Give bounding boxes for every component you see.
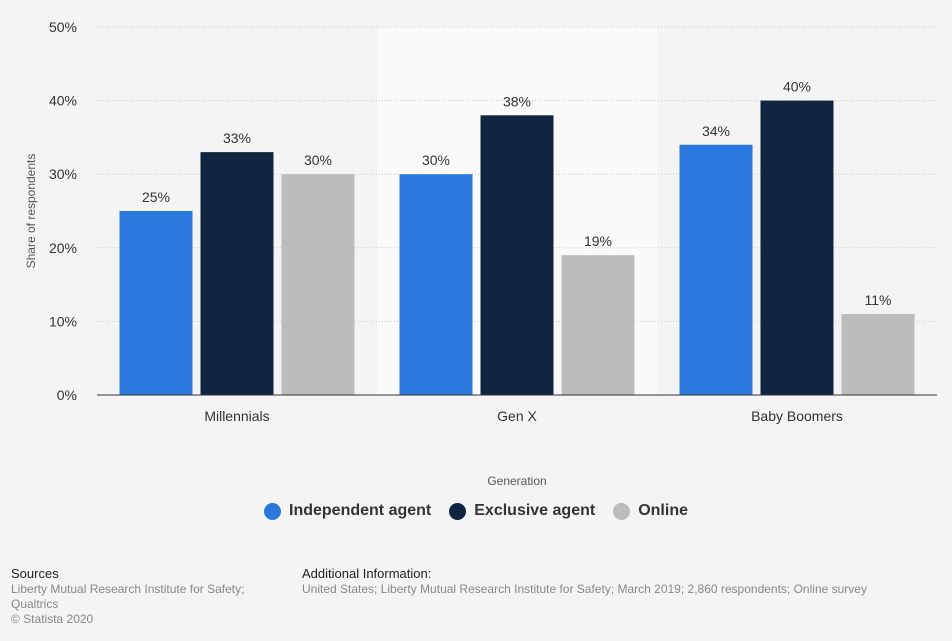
bar[interactable]: [679, 144, 753, 395]
x-category-label: Gen X: [497, 408, 537, 424]
x-category-label: Baby Boomers: [751, 408, 843, 424]
data-label: 30%: [304, 152, 332, 168]
bar[interactable]: [281, 174, 355, 395]
data-label: 11%: [865, 292, 892, 308]
bar[interactable]: [841, 314, 915, 395]
bar[interactable]: [760, 100, 834, 395]
legend-item-exclusive-agent[interactable]: Exclusive agent: [449, 502, 595, 520]
bar-chart: 0% 10% 20% 30% 40% 50% 25% 33% 30% Millennials 30%…: [24, 19, 937, 488]
bar[interactable]: [480, 115, 554, 395]
bars: [119, 100, 915, 395]
legend-label-exclusive-agent: Exclusive agent: [474, 502, 596, 519]
legend-item-independent-agent[interactable]: Independent agent: [264, 502, 431, 520]
data-label: 19%: [584, 233, 612, 249]
sources-line-1: Liberty Mutual Research Institute for Sa…: [11, 582, 245, 596]
bar[interactable]: [200, 152, 274, 395]
y-axis-title: Share of respondents: [24, 154, 38, 269]
y-tick-label: 50%: [49, 19, 77, 35]
y-tick-label: 0%: [57, 387, 77, 403]
sources-line-2: Qualtrics: [11, 597, 59, 611]
additional-info-text: United States; Liberty Mutual Research I…: [302, 582, 867, 596]
data-label: 40%: [783, 79, 811, 95]
legend-swatch-online: [613, 502, 631, 520]
labels: 0% 10% 20% 30% 40% 50% 25% 33% 30% Millennials 30%…: [49, 19, 892, 424]
data-label: 25%: [142, 189, 170, 205]
bar[interactable]: [561, 255, 635, 395]
x-category-label: Millennials: [204, 408, 269, 424]
y-tick-label: 10%: [49, 313, 77, 329]
y-tick-label: 20%: [49, 240, 77, 256]
sources-title: Sources: [11, 566, 59, 581]
data-label: 38%: [503, 93, 531, 109]
legend-label-independent-agent: Independent agent: [289, 502, 432, 519]
legend-swatch-independent-agent: [264, 502, 282, 520]
data-label: 30%: [422, 152, 450, 168]
legend-label-online: Online: [638, 502, 688, 519]
additional-info-title: Additional Information:: [302, 566, 432, 581]
data-label: 33%: [223, 130, 251, 146]
bar[interactable]: [119, 211, 193, 395]
y-tick-label: 30%: [49, 166, 77, 182]
legend: Independent agent Exclusive agent Online: [0, 502, 952, 520]
bar[interactable]: [399, 174, 473, 395]
additional-info-block: Additional Information: United States; L…: [302, 566, 942, 597]
data-label: 34%: [702, 123, 730, 139]
legend-swatch-exclusive-agent: [449, 502, 467, 520]
y-tick-label: 40%: [49, 93, 77, 109]
sources-block: Sources Liberty Mutual Research Institut…: [11, 566, 281, 627]
legend-item-online[interactable]: Online: [613, 502, 688, 520]
copyright: © Statista 2020: [11, 612, 94, 626]
x-axis-title: Generation: [487, 474, 546, 488]
